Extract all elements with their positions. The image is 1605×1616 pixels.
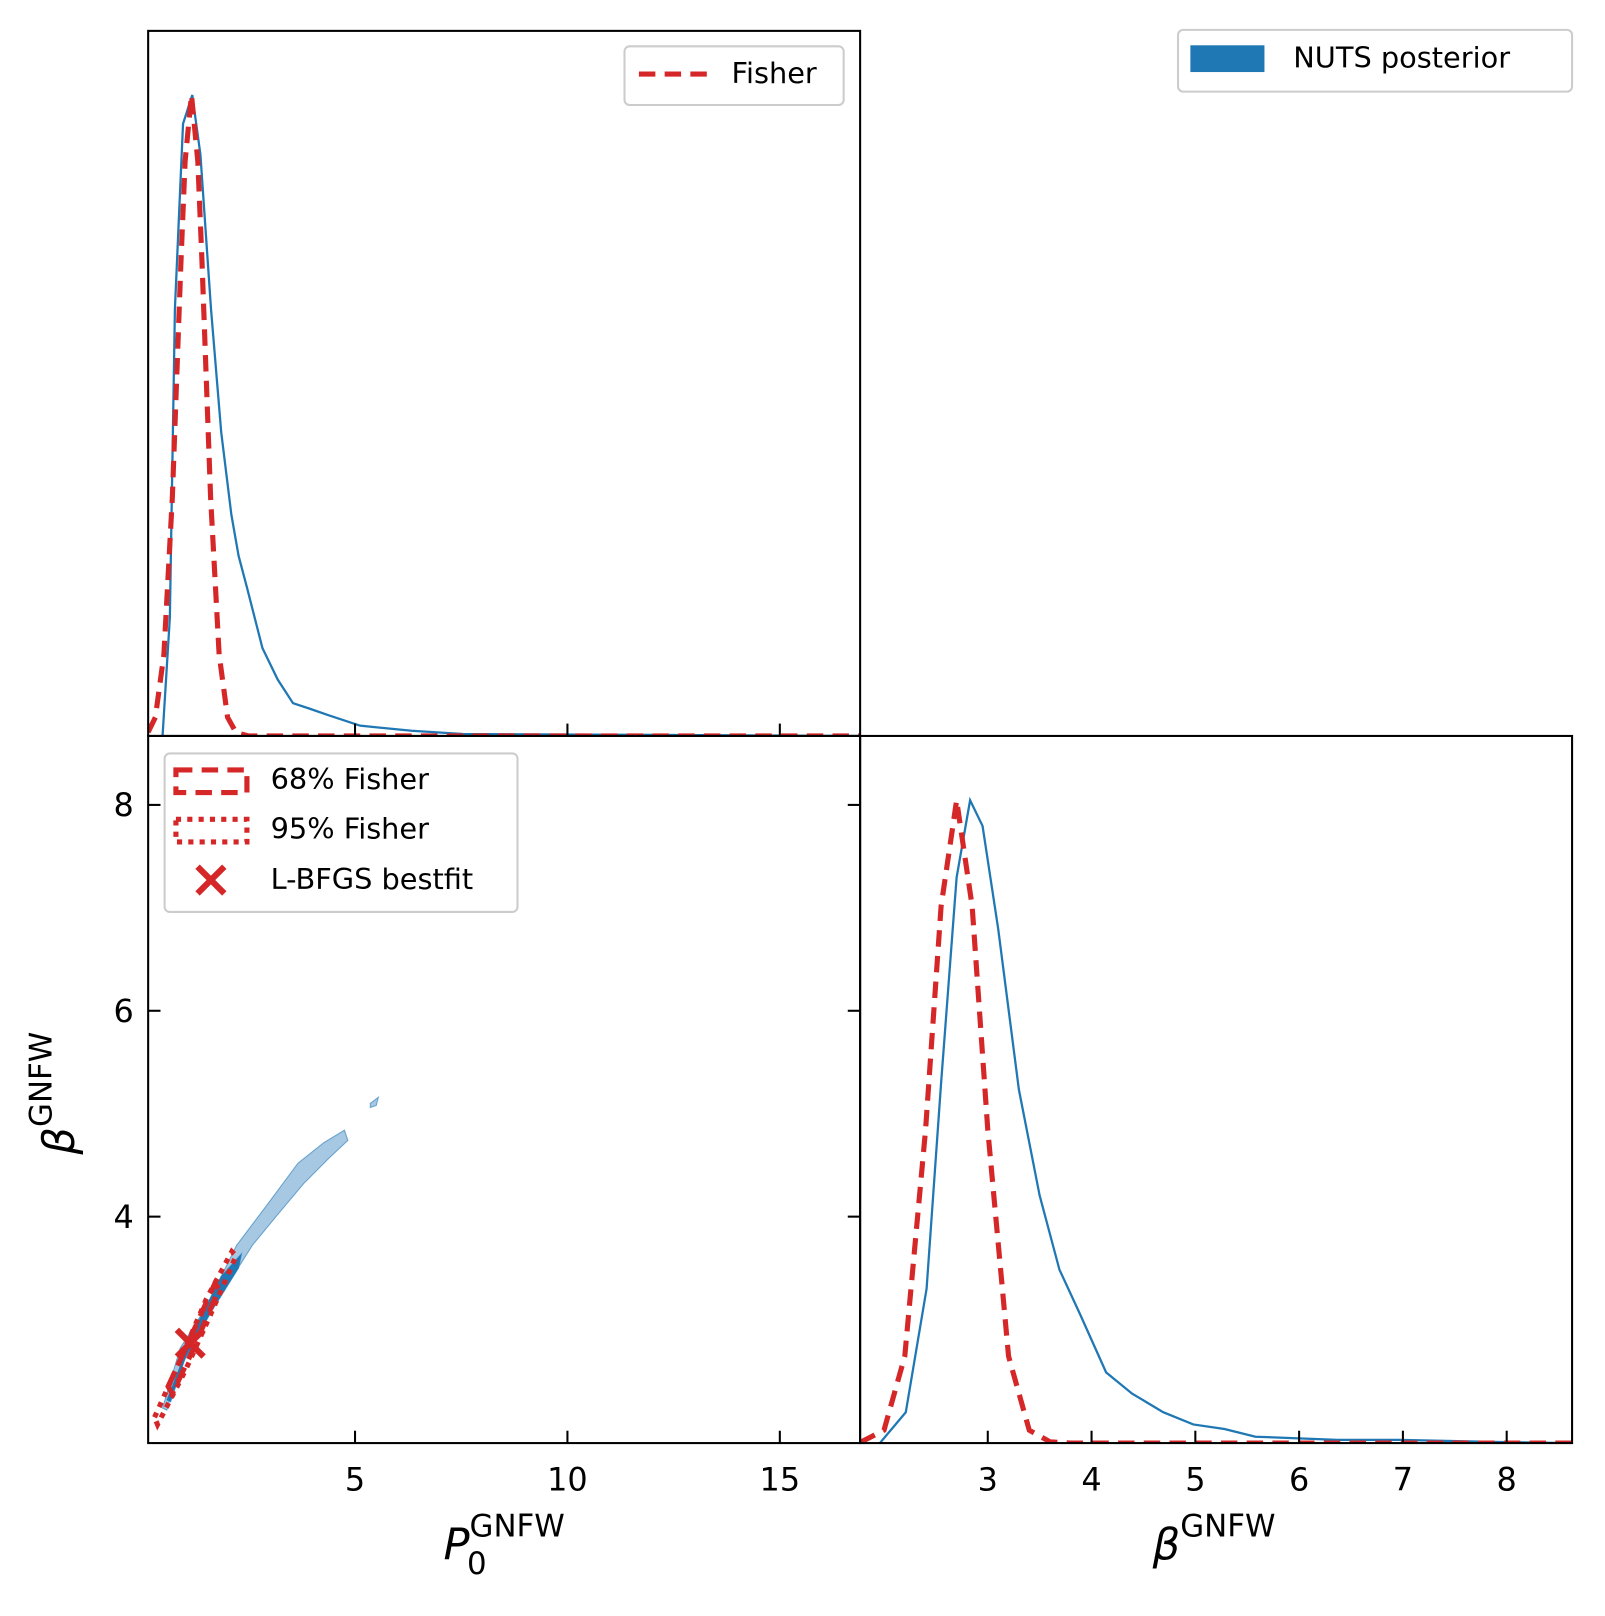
legend-label: L-BFGS bestfit [271,862,474,896]
x-axis-label: βGNFW [1152,1509,1276,1571]
y-axis-label: βGNFW [23,1032,85,1156]
x-tick-label: 3 [978,1460,998,1498]
label-sub: 0 [467,1546,487,1582]
label-symbol: P [443,1520,469,1570]
x-axis-label: PGNFW 0 [443,1509,564,1582]
axes-frame [859,734,1574,1445]
legend-patch [173,767,250,796]
legend-box [623,45,845,107]
legend-label: 68% Fisher [271,762,430,796]
density-line [148,94,861,736]
x-tick-label: 7 [1393,1460,1413,1498]
legend-patch [173,816,250,845]
density-line [860,799,1573,1444]
bestfit-marker [174,1327,206,1359]
axes-frame [147,29,862,737]
density-line [879,796,1573,1444]
x-tick-label: 10 [547,1460,588,1498]
posterior-contour [161,1129,349,1411]
label-symbol: β [35,1127,85,1156]
label-sup: GNFW [1180,1509,1275,1545]
x-tick-label: 8 [1497,1460,1517,1498]
legend-box [163,752,519,913]
x-tick-label: 6 [1289,1460,1309,1498]
label-sup: GNFW [23,1032,59,1127]
x-tick-label: 15 [760,1460,801,1498]
label-symbol: β [1152,1520,1181,1570]
legend-swatch [1190,45,1265,73]
y-tick-label: 8 [113,786,133,824]
y-tick-label: 4 [113,1198,133,1236]
fisher-ellipse [151,1247,240,1431]
label-sup: GNFW [470,1509,565,1545]
legend-label: Fisher [732,56,817,90]
posterior-contour [369,1095,380,1109]
x-tick-label: 5 [1185,1460,1205,1498]
x-tick-label: 4 [1081,1460,1101,1498]
legend-marker [195,864,227,896]
legend-label: 95% Fisher [271,812,430,846]
x-tick-label: 5 [345,1460,365,1498]
legend-label: NUTS posterior [1293,41,1510,75]
legend-box [1177,28,1574,93]
y-tick-label: 6 [113,992,133,1030]
density-line [161,94,861,736]
